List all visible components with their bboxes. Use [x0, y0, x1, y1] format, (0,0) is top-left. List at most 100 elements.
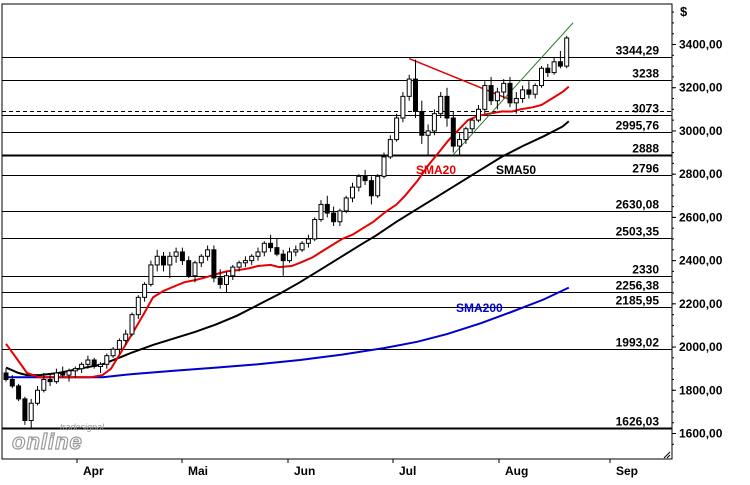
candle: [98, 362, 103, 373]
candle-body: [230, 266, 236, 277]
candle: [343, 195, 349, 214]
candle-body: [469, 119, 475, 130]
candle: [3, 368, 9, 382]
candle-body: [142, 283, 148, 298]
candle: [79, 362, 85, 373]
candle-body: [148, 264, 154, 285]
candle-body: [255, 251, 261, 257]
candle-body: [368, 180, 374, 197]
candle: [249, 254, 255, 265]
candle-body: [299, 242, 305, 251]
candle-body: [488, 85, 494, 102]
candle: [425, 124, 431, 155]
candle: [123, 329, 129, 345]
candle: [47, 372, 53, 386]
candle: [161, 251, 166, 272]
candle-body: [331, 212, 337, 223]
candle: [261, 241, 267, 257]
candle: [331, 206, 337, 227]
candle: [413, 59, 418, 118]
candle-body: [287, 251, 292, 262]
candle: [230, 264, 236, 281]
series-label-sma20: SMA20: [416, 163, 456, 177]
candle-body: [242, 260, 248, 264]
y-tick-label: 2400,00: [679, 254, 723, 268]
y-tick-label: 2600,00: [679, 210, 723, 224]
candle-body: [457, 139, 463, 147]
candle-body: [318, 203, 324, 221]
candle: [173, 247, 179, 263]
candle: [551, 57, 557, 75]
series-labels: SMA20 SMA50 SMA200: [416, 163, 536, 315]
resize-corner-icon[interactable]: [663, 451, 671, 459]
candle-body: [274, 247, 280, 255]
candle: [22, 396, 28, 425]
candle: [494, 87, 500, 110]
candle-body: [381, 156, 387, 177]
y-tick-label: 3400,00: [679, 38, 723, 52]
sma200-path: [6, 286, 570, 379]
candle-body: [66, 370, 72, 376]
candle-body: [35, 389, 40, 404]
candle-body: [9, 378, 15, 387]
candle: [205, 245, 211, 261]
candle: [293, 245, 299, 257]
candle-body: [545, 67, 551, 74]
x-tick-label: Jul: [399, 464, 416, 478]
candle: [255, 247, 261, 261]
candle: [280, 249, 286, 276]
candle: [85, 355, 91, 369]
candle-body: [507, 82, 513, 104]
candle-body: [450, 117, 456, 147]
candlesticks: [3, 35, 570, 428]
y-axis: 1600,00 1800,00 2000,00 2200,00 2400,00 2600,…: [672, 11, 723, 445]
level-label: 3238: [632, 67, 659, 81]
candle-body: [129, 314, 135, 335]
candle-body: [400, 95, 406, 119]
candle: [450, 111, 456, 153]
candle-body: [425, 130, 431, 136]
candle-body: [91, 359, 97, 368]
y-tick-label: 3000,00: [679, 124, 723, 138]
candle: [501, 79, 507, 99]
candle-body: [110, 348, 116, 357]
candle: [35, 385, 40, 406]
candle-body: [186, 260, 192, 277]
candle-body: [261, 242, 267, 253]
candle-body: [419, 110, 425, 136]
candle: [91, 357, 97, 369]
candle-body: [205, 249, 211, 257]
candle-body: [476, 108, 481, 121]
candle: [154, 249, 160, 272]
candle: [337, 208, 343, 227]
candle-body: [431, 113, 437, 132]
candle: [66, 368, 72, 382]
level-label: 2995,76: [616, 119, 660, 133]
candle: [406, 74, 412, 101]
candle-body: [343, 197, 349, 212]
candle: [482, 81, 488, 114]
x-tick-label: Aug: [505, 464, 528, 478]
candle-body: [557, 61, 563, 67]
candle-body: [501, 82, 507, 93]
y-tick-label: 2800,00: [679, 167, 723, 181]
candle: [488, 76, 494, 106]
candle: [135, 295, 141, 319]
logo-top-text: tradesignal: [60, 422, 105, 432]
candle: [186, 256, 192, 278]
candle: [148, 260, 154, 287]
candle: [28, 398, 34, 428]
level-label: 2796: [632, 162, 659, 176]
candle-body: [375, 175, 381, 197]
candle-body: [356, 175, 362, 188]
candle: [9, 375, 15, 389]
level-label: 3073: [632, 102, 659, 116]
level-label: 2503,35: [616, 225, 660, 239]
candle: [520, 85, 526, 103]
candle-body: [413, 78, 418, 112]
candle: [110, 347, 116, 358]
candle-body: [350, 186, 355, 199]
candle: [305, 234, 311, 248]
